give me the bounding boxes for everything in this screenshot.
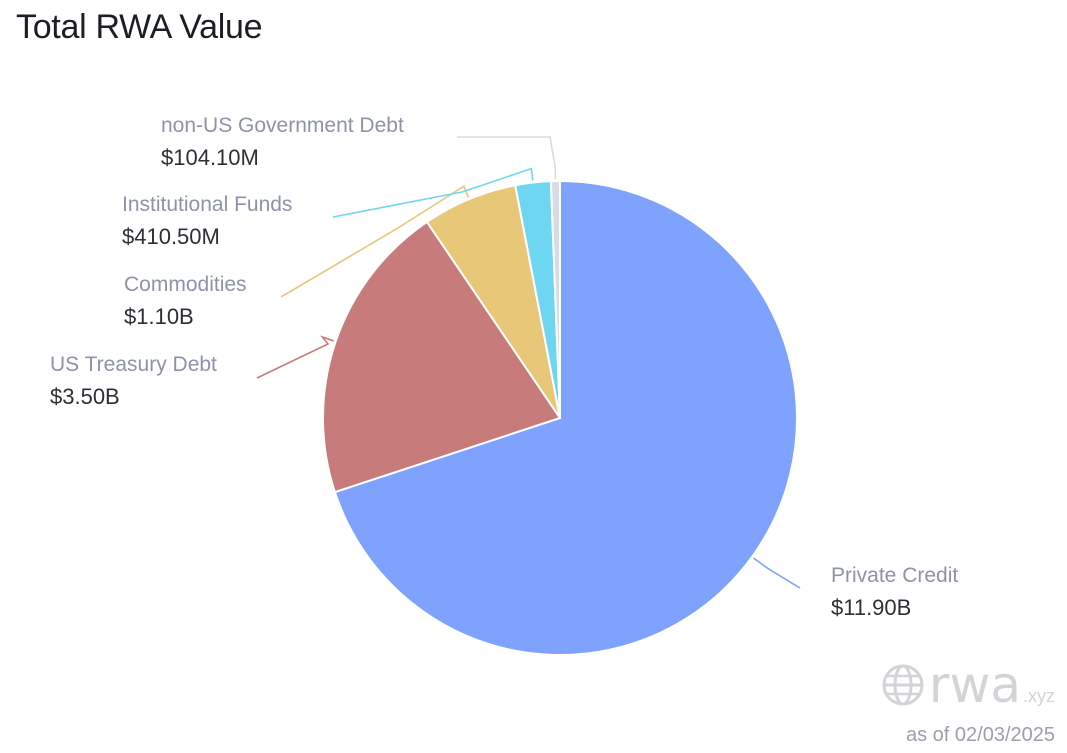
leader-line-private-credit [753,557,801,589]
watermark: rwa .xyz [881,660,1055,710]
watermark-tld: .xyz [1022,686,1055,706]
slice-label-value: $410.50M [122,224,220,249]
leader-line-commodities [280,184,470,298]
slice-label-name: US Treasury Debt [50,353,217,376]
pie-slice-non-us-government-debt [549,179,561,419]
slice-label-value: $11.90B [831,595,911,620]
slice-label-value: $3.50B [50,384,120,409]
pie-slice-us-treasury-debt [322,220,562,494]
slice-label-name: Private Credit [831,564,958,587]
pie-slices [322,179,798,656]
leader-line-institutional-funds [332,167,534,218]
slice-label-name: Institutional Funds [122,193,292,216]
slice-label-value: $104.10M [161,145,259,170]
slice-label-value: $1.10B [124,304,194,329]
watermark-brand: rwa [928,656,1021,714]
slice-label-name: Commodities [124,273,247,296]
slice-label-name: non-US Government Debt [161,114,404,137]
chart-title: Total RWA Value [16,8,263,46]
leader-line-non-us-government-debt [457,136,557,180]
pie-slice-private-credit [333,179,798,656]
leader-line-us-treasury-debt [256,335,335,379]
globe-icon [882,664,924,706]
slice-labels: Private Credit $11.90B US Treasury Debt $3.… [50,114,958,620]
as-of-date: as of 02/03/2025 [905,724,1055,746]
leader-lines [256,136,801,589]
